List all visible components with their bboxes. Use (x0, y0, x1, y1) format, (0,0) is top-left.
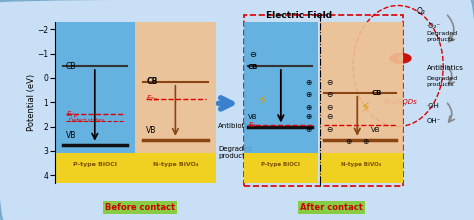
Text: P-type BiOCl: P-type BiOCl (261, 161, 301, 167)
Text: $E_F$: $E_F$ (248, 121, 257, 131)
Text: ⊖: ⊖ (327, 78, 333, 87)
Text: ·O₂⁻: ·O₂⁻ (427, 22, 441, 29)
Text: ⊕: ⊕ (363, 138, 369, 146)
Bar (320, 153, 403, 183)
Text: ⊕: ⊕ (306, 103, 312, 112)
Bar (244, 153, 318, 183)
Text: ⊖: ⊖ (398, 55, 403, 61)
Text: ⊕: ⊕ (306, 112, 312, 121)
Y-axis label: Potential (eV): Potential (eV) (27, 74, 36, 131)
Text: VB: VB (146, 126, 157, 135)
Text: ⊕: ⊕ (306, 78, 312, 87)
Text: VB: VB (248, 114, 257, 120)
Text: Degraded
products: Degraded products (427, 31, 458, 42)
Text: ⚡: ⚡ (361, 101, 371, 115)
Text: ⊖: ⊖ (327, 112, 333, 121)
Text: N-type BiVO₄: N-type BiVO₄ (153, 161, 198, 167)
Text: ⊖: ⊖ (327, 125, 333, 134)
Text: CB: CB (66, 62, 76, 71)
Text: ⊖: ⊖ (327, 90, 333, 99)
Text: Antibiotics: Antibiotics (427, 65, 464, 72)
Text: ⊖: ⊖ (249, 50, 256, 59)
Circle shape (390, 53, 411, 63)
Text: VB: VB (372, 127, 381, 133)
Text: ⚡: ⚡ (257, 94, 267, 108)
Text: Defect states: Defect states (69, 118, 104, 123)
Text: Before contact: Before contact (105, 204, 175, 212)
Text: Degraded
products: Degraded products (218, 146, 252, 160)
Text: CB: CB (372, 90, 382, 95)
Text: ·OH: ·OH (427, 103, 439, 109)
Bar (55, 22, 135, 183)
Text: OH⁻: OH⁻ (427, 118, 441, 124)
Text: ⊕: ⊕ (306, 90, 312, 99)
Text: $E_{Fn}$: $E_{Fn}$ (146, 94, 158, 104)
Text: After contact: After contact (301, 204, 363, 212)
Text: N-type BiVO₄: N-type BiVO₄ (341, 161, 382, 167)
Text: ⊖: ⊖ (327, 103, 333, 112)
Text: ⊕: ⊕ (306, 125, 312, 134)
Text: P-type BiOCl: P-type BiOCl (73, 161, 117, 167)
Bar (244, 15, 403, 186)
Text: CB: CB (248, 64, 258, 70)
Text: O₂: O₂ (416, 7, 425, 16)
Text: Electric Field: Electric Field (265, 11, 332, 20)
Text: $E_{Fp}$: $E_{Fp}$ (66, 109, 78, 121)
Text: Fe₃O₄QDs: Fe₃O₄QDs (383, 99, 418, 105)
Bar (55, 153, 216, 183)
Text: ⊕: ⊕ (346, 138, 352, 146)
Text: VB: VB (66, 131, 76, 139)
Text: Degraded
products: Degraded products (427, 76, 458, 87)
Text: Antibiotics: Antibiotics (218, 123, 255, 129)
Bar (135, 22, 216, 183)
Text: CB: CB (146, 77, 158, 86)
